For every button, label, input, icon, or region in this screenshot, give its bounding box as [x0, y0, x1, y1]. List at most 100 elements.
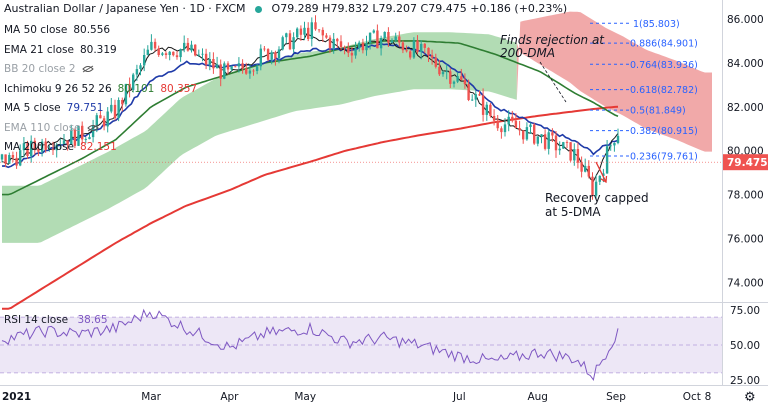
candle — [102, 115, 106, 131]
candle-body — [602, 173, 605, 176]
fib-label: 0.764(83.936) — [630, 60, 698, 71]
candle — [463, 73, 467, 89]
candle — [73, 128, 77, 149]
candle — [150, 34, 153, 51]
candle-body — [44, 141, 47, 150]
candle — [573, 143, 576, 166]
candle-body — [361, 42, 365, 51]
gear-icon[interactable]: ⚙ — [744, 390, 756, 405]
price-tick: 86.000 — [727, 14, 764, 26]
price-tick: 82.000 — [727, 102, 764, 114]
candle-body — [365, 43, 368, 51]
candle — [183, 35, 186, 53]
candle — [44, 138, 47, 153]
candle-body — [226, 63, 230, 70]
candle — [503, 118, 507, 137]
indicator-row[interactable]: MA 200 close 82.151 — [4, 141, 117, 154]
indicator-row[interactable]: Ichimoku 9 26 52 26 80.101 80.357 — [4, 83, 197, 96]
candle — [234, 65, 237, 68]
candle — [328, 35, 332, 54]
candle-body — [212, 59, 215, 69]
candle — [226, 61, 230, 75]
candle-body — [248, 70, 252, 74]
candle — [540, 134, 543, 144]
candle-body — [529, 124, 532, 127]
candle-body — [230, 66, 233, 70]
candle-body — [299, 28, 303, 35]
candle-body — [303, 27, 306, 35]
candle — [314, 15, 317, 31]
candle-body — [4, 154, 7, 164]
candle-body — [580, 162, 583, 172]
indicator-row[interactable]: BB 20 close 2 — [4, 63, 94, 76]
cloud-bull — [2, 32, 517, 243]
candle-body — [503, 124, 507, 133]
candle-body — [598, 175, 601, 182]
candle — [598, 175, 601, 185]
rsi-panel — [0, 308, 722, 381]
candle-body — [259, 48, 262, 67]
indicator-row[interactable]: MA 50 close 80.556 — [4, 24, 110, 37]
candle-body — [55, 144, 58, 151]
candle — [452, 80, 456, 88]
price-tick: 78.000 — [727, 190, 764, 202]
candle-body — [11, 155, 15, 158]
candle — [252, 69, 255, 76]
rsi-legend[interactable]: RSI 14 close 38.65 — [4, 314, 108, 327]
candle — [489, 103, 492, 118]
candle-body — [190, 44, 193, 51]
candle-body — [478, 94, 481, 96]
indicator-row[interactable]: EMA 21 close 80.319 — [4, 44, 117, 57]
candle — [569, 142, 572, 162]
indicator-value: 80.357 — [160, 82, 198, 95]
candle-body — [307, 27, 310, 39]
candle — [372, 29, 375, 34]
candle — [420, 40, 423, 60]
candle-body — [121, 100, 124, 105]
indicator-row[interactable]: EMA 110 close — [4, 122, 99, 135]
candle — [194, 44, 197, 57]
candle-body — [48, 149, 51, 150]
candle-body — [215, 64, 219, 69]
candle-body — [201, 53, 204, 55]
candle — [471, 94, 474, 101]
candle-body — [416, 40, 419, 52]
candle — [492, 109, 496, 126]
candle — [91, 119, 95, 143]
candle-body — [591, 176, 594, 196]
hidden-eye-icon[interactable] — [86, 124, 99, 132]
indicator-label: EMA 110 close — [4, 121, 81, 134]
candle — [387, 27, 390, 47]
candle-body — [274, 52, 277, 59]
candle-body — [204, 53, 208, 65]
hidden-eye-icon[interactable] — [81, 65, 94, 73]
candle-body — [73, 129, 77, 146]
candle — [481, 88, 485, 122]
indicator-value: 82.151 — [80, 141, 117, 153]
candle — [368, 32, 372, 50]
candle-body — [113, 104, 117, 119]
rsi-tick: 50.00 — [730, 340, 760, 352]
candle — [248, 64, 252, 79]
candle-body — [401, 42, 405, 51]
indicator-row[interactable]: MA 5 close 79.751 — [4, 102, 103, 115]
candle — [128, 77, 131, 98]
candle-body — [263, 48, 266, 50]
candle-body — [336, 38, 339, 42]
candle-body — [463, 79, 467, 85]
candle — [511, 110, 514, 123]
candle — [11, 151, 15, 163]
symbol-title[interactable]: Australian Dollar / Japanese Yen · 1D · … — [4, 2, 246, 15]
candle-body — [609, 145, 612, 147]
candle-body — [412, 40, 416, 58]
candle — [124, 83, 128, 107]
candle-body — [405, 50, 408, 52]
candle-body — [99, 115, 102, 119]
candle — [113, 99, 117, 121]
candle-body — [423, 43, 426, 48]
candle — [62, 134, 66, 145]
candle — [467, 79, 470, 102]
candle — [230, 65, 233, 72]
candle — [416, 35, 419, 54]
candlesticks — [0, 15, 620, 200]
